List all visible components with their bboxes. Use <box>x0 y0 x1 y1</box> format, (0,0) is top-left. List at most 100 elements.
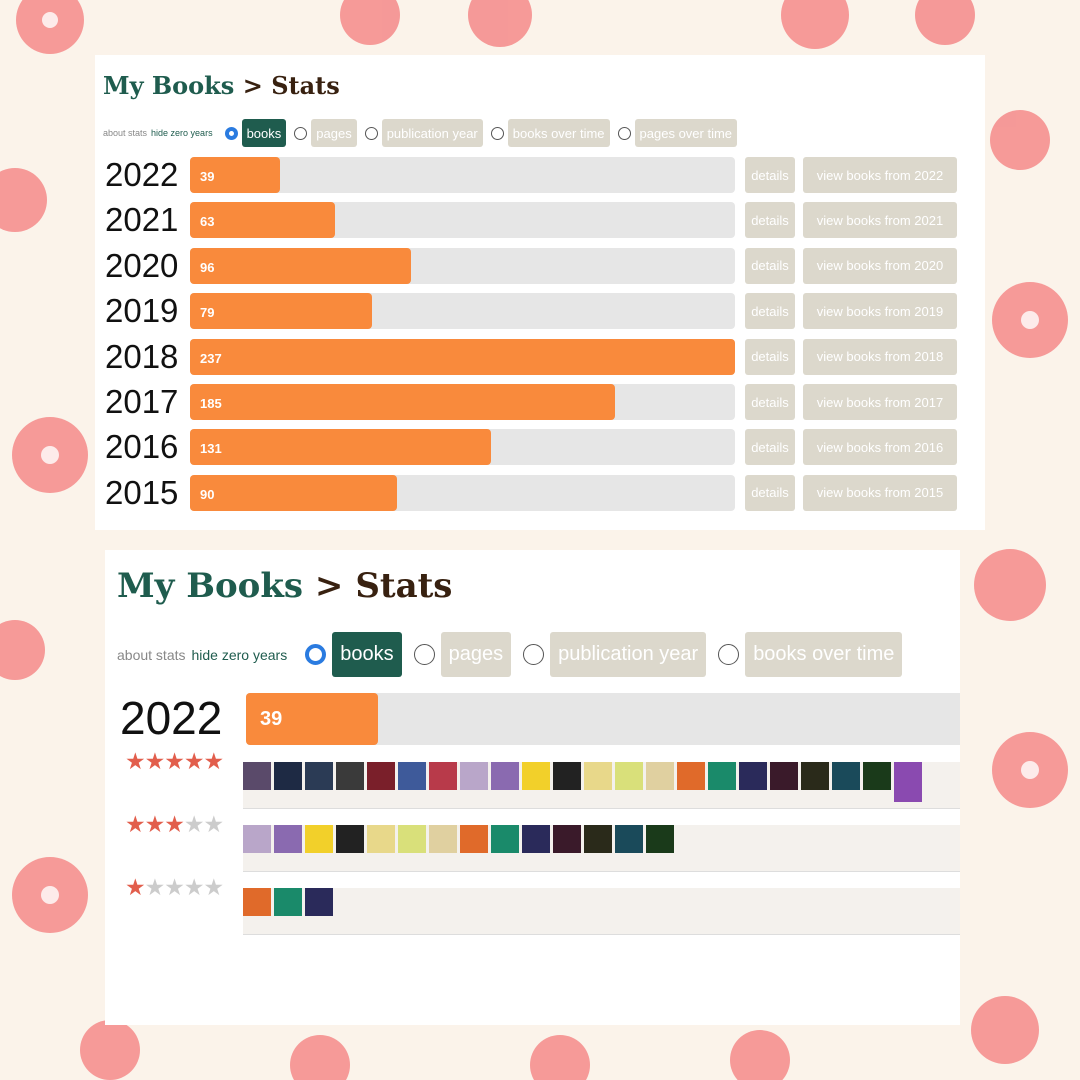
option-button[interactable]: pages over time <box>634 119 738 147</box>
radio[interactable] <box>305 644 327 665</box>
book-cover[interactable] <box>336 825 364 853</box>
my-books-link[interactable]: My Books <box>117 566 304 606</box>
hide-zero-years-link[interactable]: hide zero years <box>151 128 213 138</box>
book-cover[interactable] <box>460 825 488 853</box>
book-cover[interactable] <box>243 762 271 790</box>
view-books-button[interactable]: view books from 2016 <box>803 429 957 466</box>
radio[interactable] <box>413 644 435 665</box>
book-cover[interactable] <box>274 762 302 790</box>
book-cover[interactable] <box>274 888 302 916</box>
book-cover[interactable] <box>367 825 395 853</box>
option-button[interactable]: publication year <box>381 119 483 147</box>
year-label: 2022 <box>120 692 223 744</box>
view-books-button[interactable]: view books from 2020 <box>803 247 957 284</box>
book-cover[interactable] <box>305 888 333 916</box>
option-button[interactable]: books <box>241 119 287 147</box>
book-cover[interactable] <box>894 762 922 802</box>
book-cover[interactable] <box>677 762 705 790</box>
radio[interactable] <box>364 126 378 140</box>
star-empty: ★ <box>183 874 205 900</box>
book-cover[interactable] <box>553 762 581 790</box>
book-cover[interactable] <box>398 762 426 790</box>
book-cover[interactable] <box>243 888 271 916</box>
book-cover[interactable] <box>522 825 550 853</box>
book-cover[interactable] <box>863 762 891 790</box>
radio[interactable] <box>224 126 238 140</box>
book-cover[interactable] <box>243 825 271 853</box>
book-cover[interactable] <box>460 762 488 790</box>
bar <box>190 474 397 511</box>
about-stats-link[interactable]: about stats <box>103 128 148 138</box>
star-filled: ★ <box>183 748 205 774</box>
radio[interactable] <box>294 126 308 140</box>
details-button[interactable]: details <box>745 429 795 466</box>
year-label: 2018 <box>105 337 179 375</box>
about-stats-link[interactable]: about stats <box>117 646 186 663</box>
option-button[interactable]: pages <box>440 632 512 677</box>
details-button[interactable]: details <box>745 384 795 420</box>
bar-track: 90 <box>190 474 735 511</box>
details-button[interactable]: details <box>745 202 795 239</box>
page-title: Stats <box>355 566 453 606</box>
view-books-button[interactable]: view books from 2021 <box>803 202 957 239</box>
star-filled: ★ <box>164 811 185 837</box>
book-cover[interactable] <box>429 762 457 790</box>
details-button[interactable]: details <box>745 293 795 330</box>
book-cover[interactable] <box>274 825 302 853</box>
option-button[interactable]: books <box>332 632 402 677</box>
radio[interactable] <box>617 126 631 140</box>
star-filled: ★ <box>125 748 146 774</box>
option-button[interactable]: books over time <box>507 119 610 147</box>
bar-track: 63 <box>190 202 735 239</box>
book-cover[interactable] <box>739 762 767 790</box>
details-button[interactable]: details <box>745 474 795 511</box>
book-cover[interactable] <box>708 762 736 790</box>
book-cover[interactable] <box>305 762 333 790</box>
book-cover[interactable] <box>584 825 612 853</box>
breadcrumb: My Books > Stats <box>117 566 452 606</box>
radio[interactable] <box>523 644 545 665</box>
star-filled: ★ <box>144 811 166 837</box>
book-cover[interactable] <box>801 762 829 790</box>
book-cover[interactable] <box>522 762 550 790</box>
view-books-button[interactable]: view books from 2022 <box>803 157 957 193</box>
star-filled: ★ <box>125 874 146 900</box>
book-cover[interactable] <box>646 762 674 790</box>
option-button[interactable]: books over time <box>745 632 903 677</box>
book-cover[interactable] <box>336 762 364 790</box>
radio[interactable] <box>718 644 740 665</box>
year-label: 2015 <box>105 473 179 511</box>
separator: > <box>242 71 263 100</box>
book-cover[interactable] <box>491 762 519 790</box>
star-empty: ★ <box>203 811 225 837</box>
book-cover[interactable] <box>429 825 457 853</box>
option-button[interactable]: publication year <box>550 632 707 677</box>
hide-zero-years-link[interactable]: hide zero years <box>191 646 288 663</box>
year-label: 2016 <box>105 428 179 466</box>
view-books-button[interactable]: view books from 2018 <box>803 338 957 375</box>
book-cover[interactable] <box>615 825 643 853</box>
book-cover[interactable] <box>553 825 581 853</box>
separator: > <box>314 566 344 606</box>
details-button[interactable]: details <box>745 157 795 193</box>
book-cover[interactable] <box>305 825 333 853</box>
option-button[interactable]: pages <box>311 119 357 147</box>
book-cover[interactable] <box>770 762 798 790</box>
book-cover[interactable] <box>832 762 860 790</box>
book-cover[interactable] <box>491 825 519 853</box>
details-button[interactable]: details <box>745 338 795 375</box>
controls: about stats hide zero years books pages publ… <box>117 632 908 677</box>
star-rating: ★★★★★ <box>125 811 225 838</box>
details-button[interactable]: details <box>745 247 795 284</box>
radio[interactable] <box>490 126 504 140</box>
view-books-button[interactable]: view books from 2015 <box>803 474 957 511</box>
book-cover[interactable] <box>646 825 674 853</box>
book-cover[interactable] <box>367 762 395 790</box>
view-books-button[interactable]: view books from 2019 <box>803 293 957 330</box>
bar-value: 237 <box>200 350 222 366</box>
book-cover[interactable] <box>398 825 426 853</box>
view-books-button[interactable]: view books from 2017 <box>803 384 957 420</box>
book-cover[interactable] <box>615 762 643 790</box>
book-cover[interactable] <box>584 762 612 790</box>
my-books-link[interactable]: My Books <box>103 71 235 100</box>
